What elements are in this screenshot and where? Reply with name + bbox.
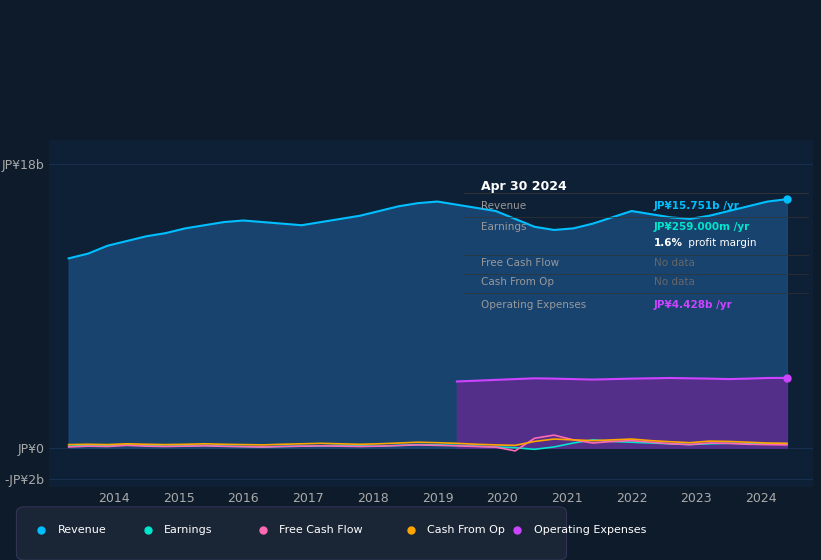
- Text: JP¥15.751b /yr: JP¥15.751b /yr: [654, 201, 740, 211]
- Text: Cash From Op: Cash From Op: [427, 525, 505, 535]
- Text: Free Cash Flow: Free Cash Flow: [481, 258, 559, 268]
- Text: Operating Expenses: Operating Expenses: [534, 525, 646, 535]
- Text: JP¥4.428b /yr: JP¥4.428b /yr: [654, 300, 732, 310]
- Text: Revenue: Revenue: [57, 525, 106, 535]
- Text: Operating Expenses: Operating Expenses: [481, 300, 586, 310]
- Text: Apr 30 2024: Apr 30 2024: [481, 180, 566, 193]
- Text: No data: No data: [654, 277, 695, 287]
- Text: Free Cash Flow: Free Cash Flow: [279, 525, 363, 535]
- Text: Cash From Op: Cash From Op: [481, 277, 554, 287]
- Text: 1.6%: 1.6%: [654, 238, 682, 248]
- Text: Earnings: Earnings: [481, 222, 526, 232]
- Text: No data: No data: [654, 258, 695, 268]
- Text: JP¥259.000m /yr: JP¥259.000m /yr: [654, 222, 750, 232]
- FancyBboxPatch shape: [16, 507, 566, 560]
- Text: profit margin: profit margin: [685, 238, 756, 248]
- Text: Revenue: Revenue: [481, 201, 526, 211]
- Text: Earnings: Earnings: [164, 525, 213, 535]
